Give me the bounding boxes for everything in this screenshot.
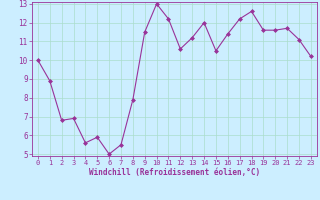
X-axis label: Windchill (Refroidissement éolien,°C): Windchill (Refroidissement éolien,°C) [89, 168, 260, 177]
